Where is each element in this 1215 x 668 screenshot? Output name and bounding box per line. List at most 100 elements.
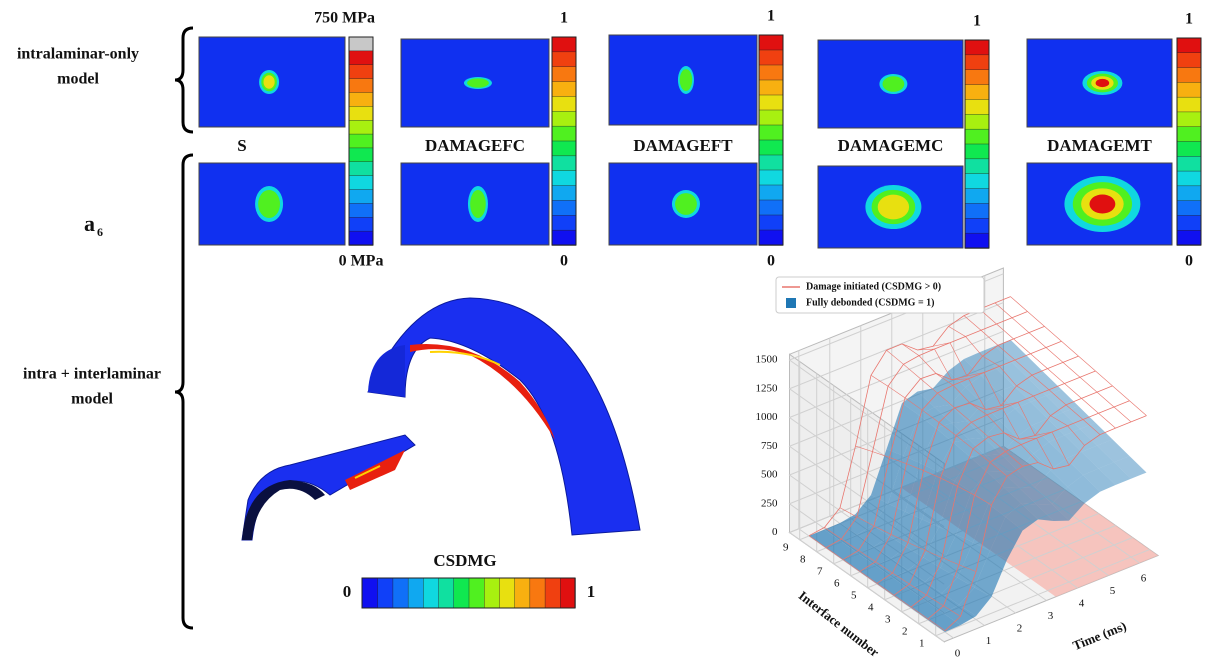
- surface-patch: [970, 455, 1003, 473]
- surface-patch: [985, 454, 1018, 472]
- colorbar-band: [483, 577, 500, 609]
- surface-patch: [908, 557, 941, 582]
- surface-patch: [1052, 486, 1085, 521]
- colorbar-band: [758, 229, 784, 246]
- y-tick-label: 6: [834, 577, 840, 589]
- colorbar-band: [348, 78, 374, 94]
- colorbar-band: [551, 215, 577, 231]
- colorbar-band: [348, 217, 374, 232]
- colorbar-band: [551, 36, 577, 53]
- y-tick-label: 5: [851, 589, 857, 601]
- legend-box: [775, 276, 985, 314]
- surface-patch: [954, 456, 987, 493]
- surface-patch: [956, 492, 989, 543]
- panel-title: S: [237, 136, 246, 155]
- colorbar-band: [348, 161, 374, 177]
- surface-patch: [1029, 372, 1062, 396]
- colorbar-band: [964, 99, 990, 115]
- colorbar-max: 1: [560, 10, 568, 27]
- surface-patch: [1033, 441, 1066, 471]
- colorbar-band: [551, 229, 577, 246]
- colorbar-band: [1176, 156, 1202, 172]
- colorbar-band: [348, 147, 374, 163]
- surface-patch: [871, 449, 904, 504]
- case-subscript: 6: [97, 225, 103, 239]
- colorbar-band: [758, 184, 784, 201]
- colorbar-band: [964, 84, 990, 101]
- colorbar-band: [758, 199, 784, 216]
- colorbar-band: [964, 188, 990, 205]
- surface-patch: [988, 487, 1021, 517]
- colorbar-frame: [348, 36, 374, 246]
- colorbar-band: [1176, 141, 1202, 157]
- x-tick-label: 0: [955, 648, 961, 660]
- wireframe-line: [963, 315, 1101, 435]
- surface-patch: [996, 362, 1029, 386]
- surface-patch: [928, 613, 961, 632]
- surface-patch: [1036, 504, 1069, 521]
- colorbar-band: [964, 173, 990, 190]
- colorbar-band: [551, 170, 577, 187]
- colorbar-band: [758, 49, 784, 66]
- contour-blob: [470, 189, 486, 219]
- contour-blob: [467, 78, 489, 88]
- surface-patch: [891, 547, 924, 571]
- colorbar-band: [422, 577, 439, 609]
- colorbar-band: [348, 50, 374, 66]
- contour-blob: [258, 189, 280, 219]
- colorbar-band: [1176, 126, 1202, 143]
- surface-patch: [888, 455, 921, 512]
- colorbar-band: [348, 106, 374, 121]
- colorbar-band: [758, 34, 784, 51]
- x-tick-label: 2: [1017, 623, 1023, 635]
- surface-patch: [1067, 475, 1100, 504]
- colorbar-band: [964, 114, 990, 130]
- surface-patch: [957, 542, 990, 588]
- panel: S 750 MPa 0 MPa: [198, 10, 384, 270]
- y-tick-label: 3: [885, 613, 891, 625]
- colorbar-band: [964, 69, 990, 86]
- surface-patch: [981, 368, 1014, 393]
- colorbar-band: [513, 577, 531, 609]
- colorbar-band: [551, 111, 577, 127]
- panel: DAMAGEMT 1 0: [1026, 11, 1202, 270]
- x-tick-label: 4: [1079, 598, 1085, 610]
- bracket: [174, 153, 194, 630]
- colorbar-band: [758, 139, 784, 156]
- surface-patch: [1114, 455, 1147, 479]
- surface-patch: [964, 352, 997, 376]
- colorbar-band: [964, 218, 990, 234]
- panel: DAMAGEFC 1 0: [400, 10, 577, 270]
- colorbar-band: [551, 185, 577, 202]
- surface-patch: [824, 522, 857, 542]
- surface-patch: [925, 567, 958, 594]
- surface-patch: [902, 391, 935, 416]
- colorbar-max: 1: [973, 13, 981, 30]
- surface-patch: [926, 593, 959, 614]
- surface-patch: [877, 577, 910, 596]
- legend-swatch: [786, 298, 796, 308]
- colorbar-band: [1176, 52, 1202, 69]
- panel-title: DAMAGEMT: [1047, 136, 1152, 155]
- row-label: intralaminar-only: [17, 46, 139, 63]
- surface-patch: [1097, 439, 1130, 463]
- colorbar-min: 0 MPa: [339, 253, 384, 270]
- z-tick-label: 1500: [756, 354, 779, 366]
- bracket: [174, 26, 194, 134]
- colorbar-band: [348, 64, 374, 80]
- colorbar-band: [348, 36, 374, 52]
- surface-patch: [1083, 468, 1116, 492]
- surface-patch: [1081, 445, 1114, 469]
- colorbar-band: [348, 175, 374, 191]
- surface-patch: [1018, 453, 1051, 488]
- wireframe-line: [944, 415, 1147, 631]
- legend-label: Fully debonded (CSDMG = 1): [806, 297, 935, 308]
- panel: DAMAGEMC 1: [817, 13, 990, 249]
- wireframe-line: [927, 400, 1130, 620]
- colorbar-band: [348, 133, 374, 149]
- wireframe-line: [886, 349, 1023, 467]
- colorbar-band: [758, 154, 784, 171]
- surface-patch: [875, 558, 908, 578]
- surface-patch: [1032, 418, 1065, 442]
- colorbar-band: [964, 128, 990, 145]
